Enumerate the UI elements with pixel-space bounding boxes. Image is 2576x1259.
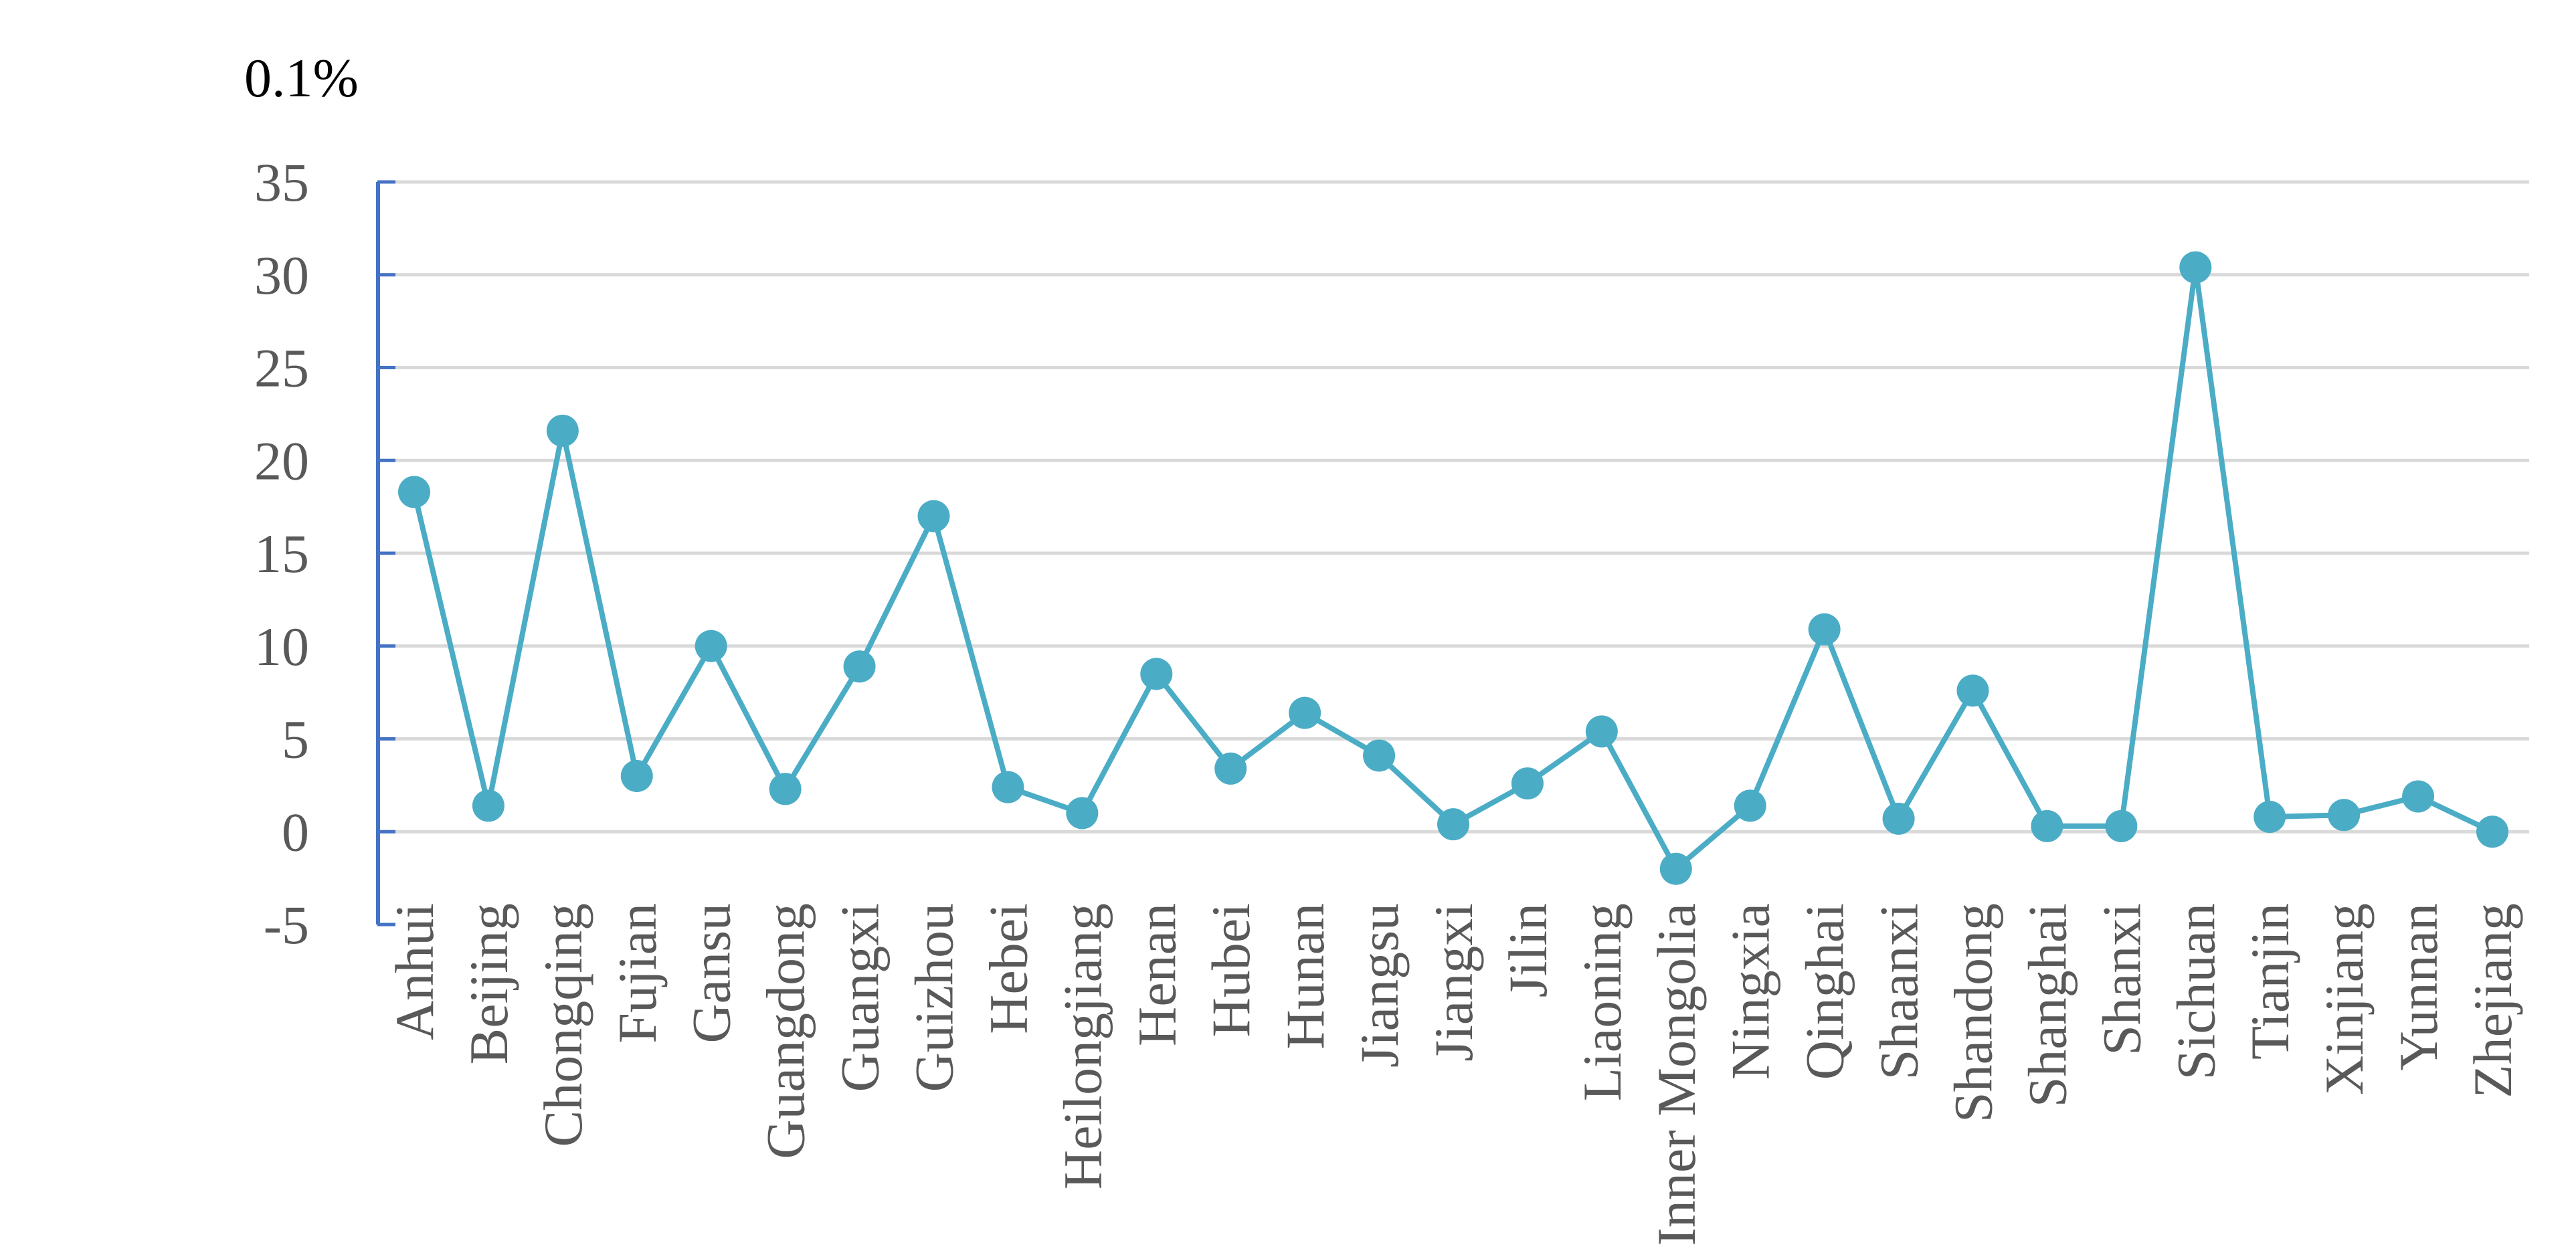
x-tick-label: Fujian bbox=[607, 903, 668, 1044]
data-point bbox=[1882, 802, 1915, 835]
data-point bbox=[1437, 808, 1469, 841]
x-tick-label: Hubei bbox=[1200, 903, 1261, 1037]
data-point bbox=[2253, 801, 2286, 834]
x-tick-label: Shanxi bbox=[2091, 903, 2152, 1056]
data-point bbox=[695, 630, 727, 662]
x-tick-labels: Anhui Beijing Chongqing Fujian Gansu Guangdon… bbox=[384, 903, 2523, 1246]
x-tick-label: Qinghai bbox=[1795, 903, 1855, 1080]
data-point bbox=[1585, 715, 1618, 748]
y-tick-labels: -5 0 5 10 15 20 25 30 35 bbox=[254, 152, 309, 955]
y-unit-label: 0.1% bbox=[244, 47, 359, 108]
x-tick-label: Gansu bbox=[681, 903, 742, 1044]
data-point bbox=[769, 773, 802, 805]
y-tick-label: 15 bbox=[254, 523, 309, 584]
data-point bbox=[1808, 613, 1841, 646]
data-point bbox=[1734, 789, 1766, 822]
x-tick-label: Jiangsu bbox=[1349, 903, 1410, 1068]
x-tick-label: Heilongjiang bbox=[1052, 903, 1113, 1189]
y-tick-label: 10 bbox=[254, 616, 309, 677]
x-tick-label: Guizhou bbox=[904, 903, 965, 1092]
x-tick-label: Chongqing bbox=[533, 903, 593, 1147]
series bbox=[398, 251, 2508, 885]
x-tick-label: Shanghai bbox=[2017, 903, 2078, 1107]
data-point bbox=[620, 760, 653, 792]
data-point bbox=[472, 789, 504, 822]
y-axis bbox=[376, 180, 395, 927]
data-point bbox=[1659, 852, 1692, 885]
data-point bbox=[2402, 780, 2435, 813]
gridlines bbox=[378, 180, 2529, 834]
x-tick-label: Jiangxi bbox=[1423, 903, 1484, 1062]
x-tick-label: Guangxi bbox=[830, 903, 891, 1092]
data-point bbox=[2031, 809, 2063, 842]
x-tick-label: Hebei bbox=[978, 903, 1038, 1034]
x-tick-label: Zhejiang bbox=[2462, 903, 2523, 1098]
y-tick-label: 20 bbox=[254, 430, 309, 491]
x-tick-label: Beijing bbox=[458, 903, 519, 1064]
data-point bbox=[1066, 797, 1099, 830]
x-tick-label: Jilin bbox=[1497, 903, 1558, 997]
x-tick-label: Shaanxi bbox=[1869, 903, 1930, 1080]
x-tick-label: Xinjiang bbox=[2314, 903, 2375, 1095]
y-tick-label: 0 bbox=[282, 801, 309, 862]
y-tick-label: 35 bbox=[254, 152, 309, 213]
x-tick-label: Hunan bbox=[1275, 903, 1336, 1050]
y-tick-label: -5 bbox=[264, 894, 309, 955]
y-tick-label: 5 bbox=[282, 709, 309, 770]
data-point bbox=[398, 476, 430, 508]
data-point bbox=[1511, 767, 1544, 800]
data-point bbox=[2105, 809, 2138, 842]
data-point bbox=[2476, 815, 2508, 848]
data-point bbox=[992, 771, 1024, 803]
x-tick-label: Shandong bbox=[1943, 903, 2004, 1123]
data-point bbox=[546, 414, 579, 447]
data-point bbox=[2179, 251, 2212, 284]
x-tick-label: Tianjin bbox=[2239, 903, 2300, 1060]
x-tick-label: Guangdong bbox=[755, 903, 816, 1159]
x-tick-label: Yunnan bbox=[2388, 903, 2449, 1071]
x-tick-label: Inner Mongolia bbox=[1646, 903, 1707, 1246]
data-point bbox=[1289, 696, 1321, 729]
data-point bbox=[1363, 739, 1396, 772]
y-tick-label: 30 bbox=[254, 245, 309, 306]
data-point bbox=[843, 650, 876, 683]
y-tick-label: 25 bbox=[254, 338, 309, 399]
x-tick-label: Anhui bbox=[384, 903, 445, 1040]
data-point bbox=[1956, 674, 1989, 707]
series-line bbox=[411, 264, 2494, 872]
x-tick-label: Liaoning bbox=[1572, 903, 1633, 1101]
x-tick-label: Sichuan bbox=[2165, 903, 2226, 1080]
data-point bbox=[2328, 799, 2361, 832]
data-point bbox=[1214, 752, 1247, 785]
x-tick-label: Ningxia bbox=[1720, 903, 1781, 1080]
data-point bbox=[917, 500, 950, 532]
data-point bbox=[1140, 658, 1173, 690]
x-tick-label: Henan bbox=[1126, 903, 1187, 1046]
